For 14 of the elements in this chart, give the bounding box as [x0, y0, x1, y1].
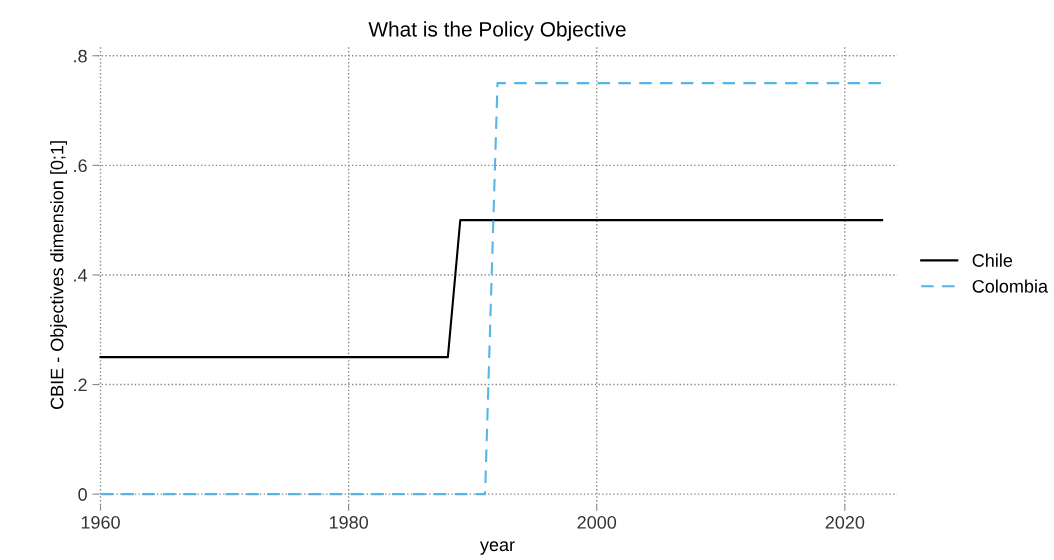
y-tick-label: .6	[74, 159, 87, 173]
y-axis-title: CBIE - Objectives dimension [0;1]	[50, 141, 67, 410]
x-tick-label: 1960	[81, 516, 120, 529]
y-tick-label: .2	[74, 378, 87, 392]
x-tick-label: 1980	[329, 516, 368, 529]
y-tick-label: .4	[74, 269, 88, 282]
x-tick-label: 2020	[825, 516, 865, 529]
legend-label: Colombia	[972, 279, 1049, 293]
chart-title: What is the Policy Objective	[368, 21, 626, 41]
y-tick-label: .8	[74, 49, 87, 63]
legend-label: Chile	[972, 253, 1013, 267]
x-tick-label: 2000	[577, 516, 617, 529]
y-tick-label: 0	[78, 488, 87, 501]
x-axis-title: year	[479, 541, 515, 555]
